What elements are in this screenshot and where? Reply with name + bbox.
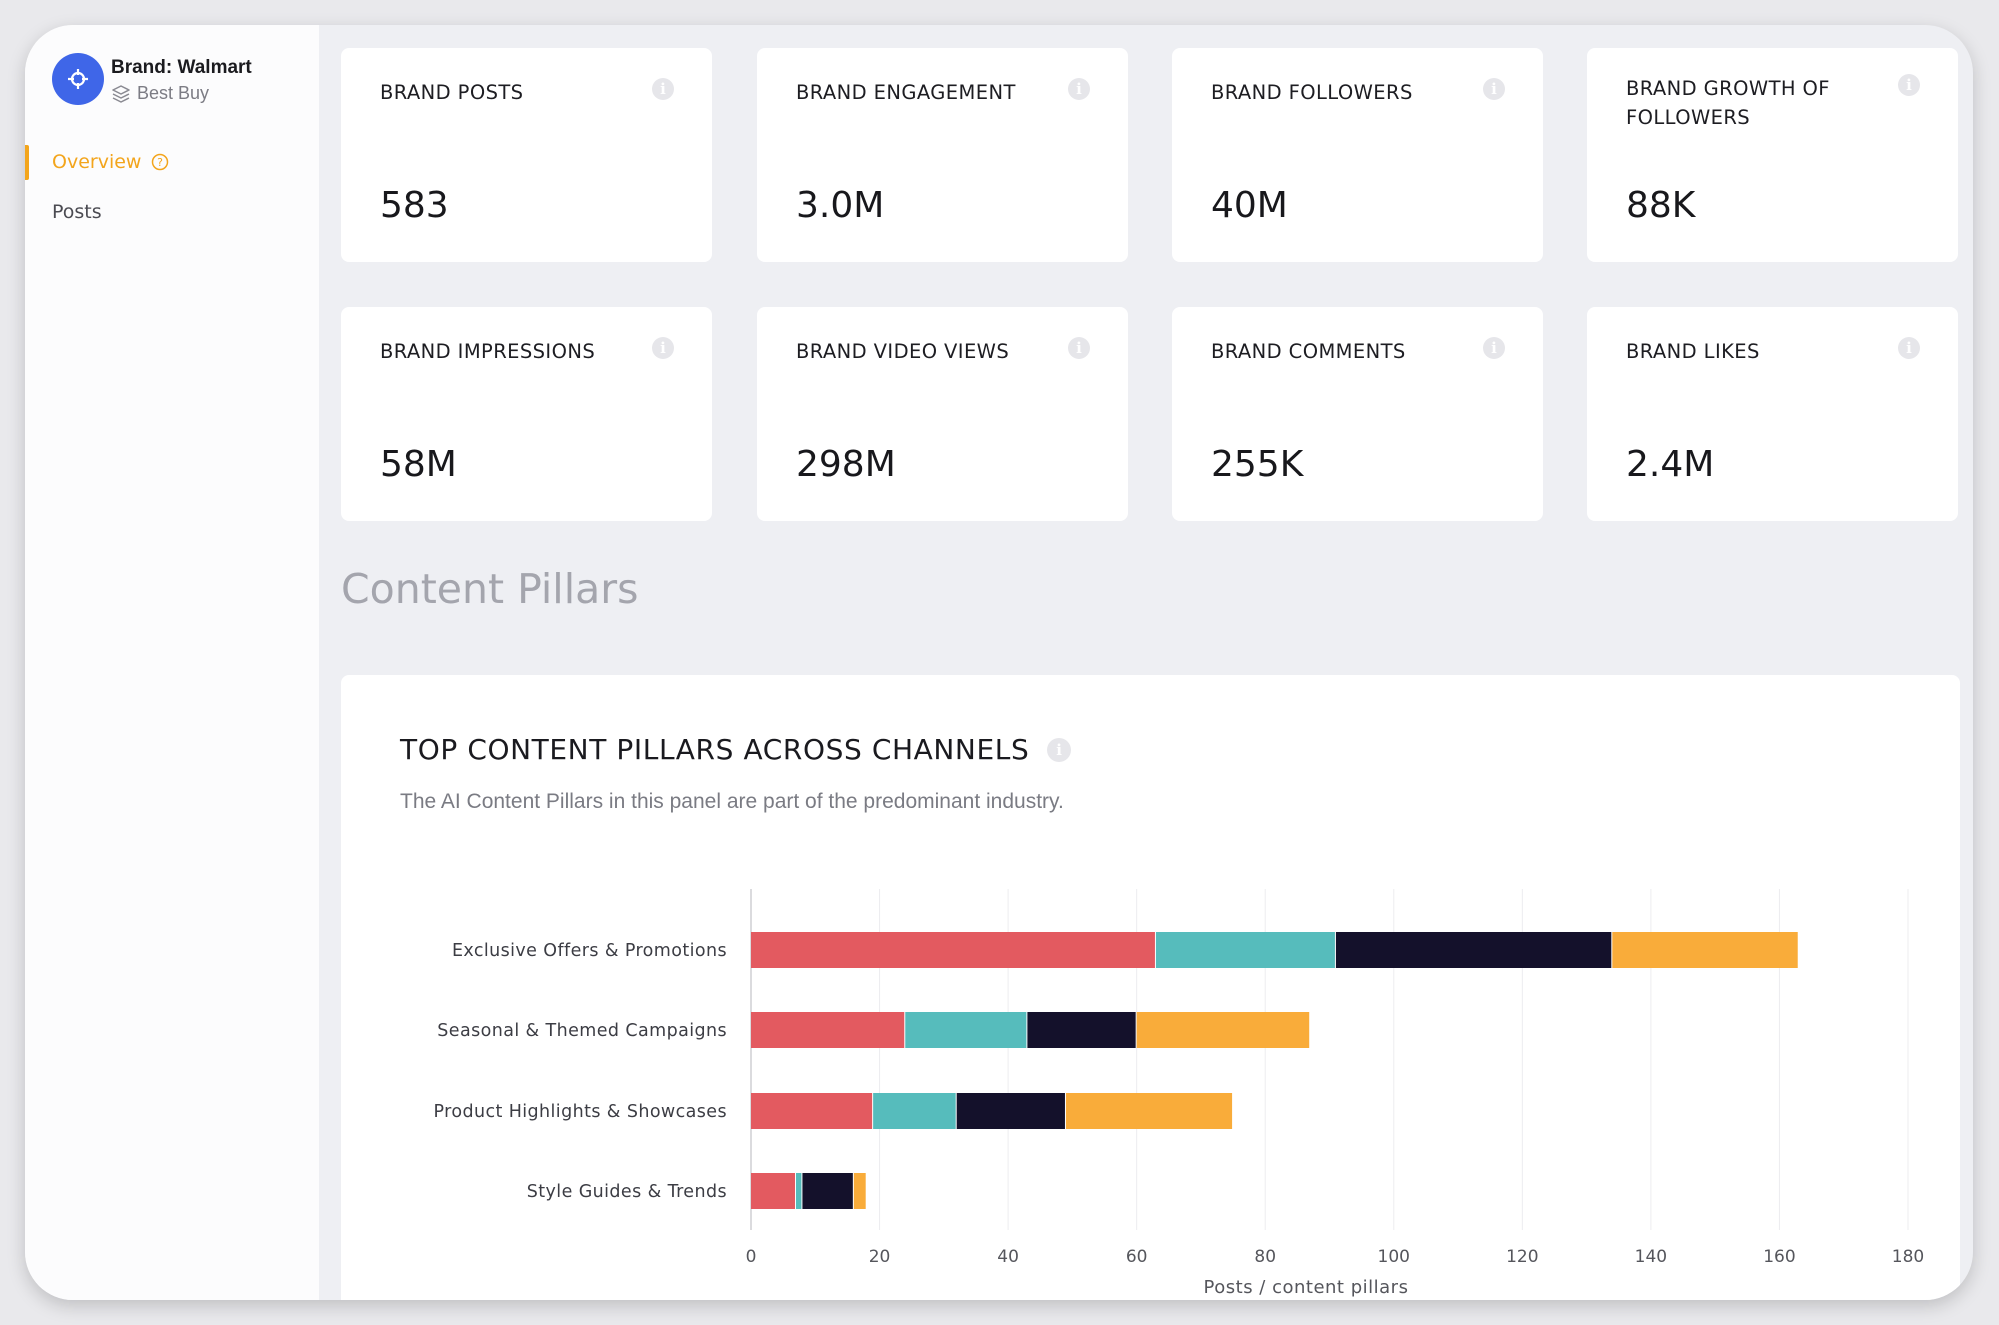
x-tick-label: 60 <box>1126 1247 1148 1267</box>
brand-title: Brand: Walmart <box>111 57 252 78</box>
help-icon[interactable]: ? <box>151 153 169 171</box>
content-pillars-panel: TOP CONTENT PILLARS ACROSS CHANNELS i Th… <box>341 675 1960 1300</box>
x-tick-label: 0 <box>746 1247 757 1267</box>
bar-segment <box>751 1012 905 1048</box>
x-tick-label: 160 <box>1763 1247 1795 1267</box>
x-tick-label: 180 <box>1892 1247 1924 1267</box>
metric-label: BRAND COMMENTS <box>1211 340 1406 363</box>
info-icon[interactable]: i <box>1483 337 1505 359</box>
panel-title: TOP CONTENT PILLARS ACROSS CHANNELS i <box>400 733 1072 766</box>
brand-logo[interactable] <box>52 53 104 105</box>
info-icon[interactable]: i <box>1068 78 1090 100</box>
metric-label: BRAND ENGAGEMENT <box>796 81 1016 104</box>
metric-card-brand-engagement: BRAND ENGAGEMENT i 3.0M <box>757 48 1128 262</box>
nav-item-label: Overview <box>52 151 142 173</box>
bar-segment <box>751 932 1155 968</box>
metric-card-brand-posts: BRAND POSTS i 583 <box>341 48 712 262</box>
info-icon[interactable]: i <box>1483 78 1505 100</box>
bar-segment <box>1065 1093 1233 1129</box>
metric-card-brand-video-views: BRAND VIDEO VIEWS i 298M <box>757 307 1128 521</box>
metric-card-brand-likes: BRAND LIKES i 2.4M <box>1587 307 1958 521</box>
metric-value: 88K <box>1626 185 1696 226</box>
info-icon[interactable]: i <box>652 337 674 359</box>
layers-icon <box>112 84 130 103</box>
info-icon[interactable]: i <box>1898 74 1920 96</box>
metric-label: BRAND VIDEO VIEWS <box>796 340 1010 363</box>
bar-segment <box>1155 932 1335 968</box>
x-tick-label: 100 <box>1378 1247 1410 1267</box>
info-icon[interactable]: i <box>1068 337 1090 359</box>
bar-segment <box>873 1093 956 1129</box>
metric-label: BRAND POSTS <box>380 81 524 104</box>
metric-value: 298M <box>796 444 896 485</box>
panel-title-text: TOP CONTENT PILLARS ACROSS CHANNELS <box>400 733 1030 766</box>
metric-label: BRAND IMPRESSIONS <box>380 340 596 363</box>
section-title: Content Pillars <box>341 565 639 613</box>
app-window: Brand: Walmart Best Buy Overview ? Posts… <box>25 25 1973 1300</box>
brand-subtitle-text: Best Buy <box>137 83 210 103</box>
brand-subtitle: Best Buy <box>111 83 209 104</box>
crosshair-icon <box>68 69 88 89</box>
metric-value: 2.4M <box>1626 444 1715 485</box>
nav-active-indicator <box>25 145 29 180</box>
metric-value: 40M <box>1211 185 1288 226</box>
sidebar: Brand: Walmart Best Buy Overview ? Posts <box>25 25 319 1300</box>
bar-segment <box>751 1093 873 1129</box>
metric-card-brand-impressions: BRAND IMPRESSIONS i 58M <box>341 307 712 521</box>
category-label: Exclusive Offers & Promotions <box>452 941 727 961</box>
metric-label: BRAND LIKES <box>1626 340 1760 363</box>
category-label: Style Guides & Trends <box>527 1182 727 1202</box>
nav-item-posts[interactable]: Posts <box>52 201 102 223</box>
metric-card-brand-growth-of-followers: BRAND GROWTH OF FOLLOWERS i 88K <box>1587 48 1958 262</box>
x-tick-label: 140 <box>1635 1247 1667 1267</box>
x-tick-label: 120 <box>1506 1247 1538 1267</box>
nav-item-label: Posts <box>52 201 102 223</box>
metric-value: 3.0M <box>796 185 885 226</box>
bar-segment <box>905 1012 1027 1048</box>
bar-segment <box>751 1173 795 1209</box>
info-icon[interactable]: i <box>652 78 674 100</box>
svg-text:?: ? <box>158 156 164 169</box>
stacked-bar-chart: 0 20 40 60 80 100 120 140 160 180 Posts / content … <box>434 889 1924 1298</box>
info-icon[interactable]: i <box>1898 337 1920 359</box>
metric-label: BRAND FOLLOWERS <box>1211 81 1413 104</box>
metric-value: 255K <box>1211 444 1304 485</box>
category-label: Seasonal & Themed Campaigns <box>437 1021 727 1041</box>
bar-segment <box>853 1173 866 1209</box>
bar-segment <box>1136 1012 1310 1048</box>
metric-label: BRAND GROWTH OF FOLLOWERS <box>1626 77 1830 129</box>
bar-segment <box>795 1173 802 1209</box>
x-tick-label: 20 <box>869 1247 891 1267</box>
metric-value: 583 <box>380 185 449 226</box>
panel-subtitle: The AI Content Pillars in this panel are… <box>400 790 1064 813</box>
info-icon[interactable]: i <box>1047 737 1072 762</box>
x-axis-label: Posts / content pillars <box>1204 1277 1409 1298</box>
bar-segment <box>956 1093 1065 1129</box>
bar-segment <box>1027 1012 1136 1048</box>
metric-card-brand-followers: BRAND FOLLOWERS i 40M <box>1172 48 1543 262</box>
metric-value: 58M <box>380 444 457 485</box>
bar-segment <box>802 1173 853 1209</box>
category-label: Product Highlights & Showcases <box>434 1102 727 1122</box>
x-tick-label: 40 <box>997 1247 1019 1267</box>
nav-item-overview[interactable]: Overview ? <box>52 151 169 173</box>
bar-segment <box>1612 932 1798 968</box>
bar-segment <box>1335 932 1612 968</box>
x-tick-label: 80 <box>1254 1247 1276 1267</box>
metric-card-brand-comments: BRAND COMMENTS i 255K <box>1172 307 1543 521</box>
